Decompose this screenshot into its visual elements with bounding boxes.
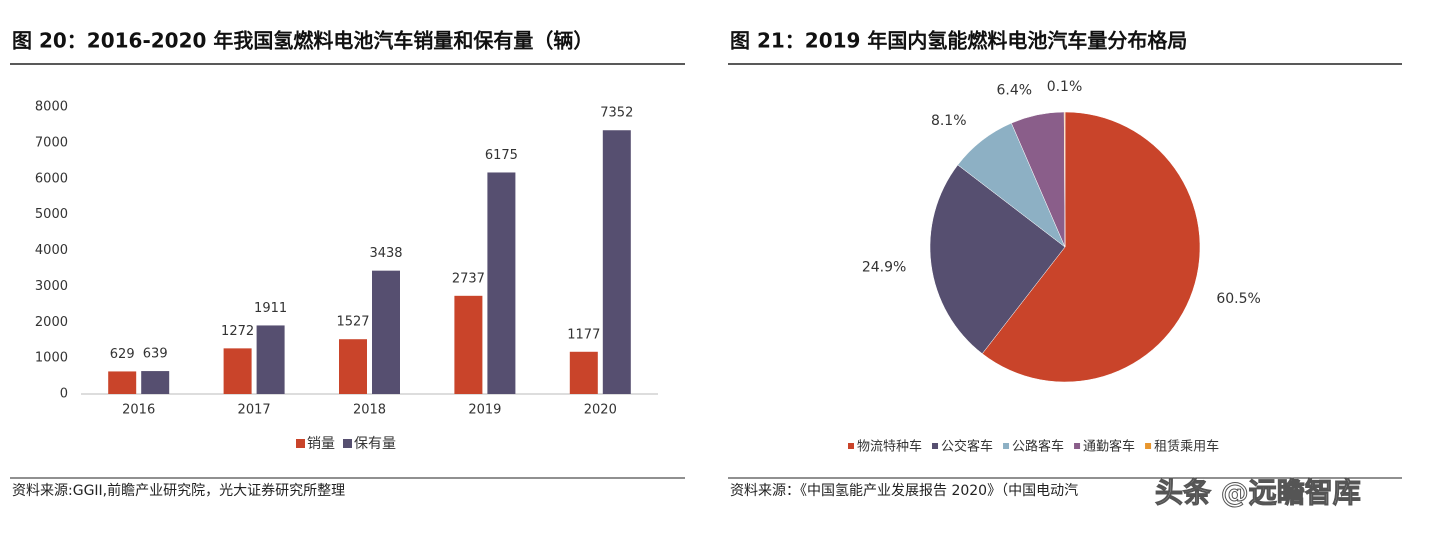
bar: [454, 295, 483, 394]
data-label: 639: [143, 347, 168, 362]
y-tick-label: 1000: [35, 351, 68, 366]
y-tick-label: 4000: [35, 243, 68, 258]
source: 资料来源：《中国氢能产业发展报告 2020》（中国电动汽: [730, 483, 1078, 499]
data-label: 3438: [369, 246, 402, 261]
y-tick-label: 7000: [35, 135, 68, 150]
bar: [372, 270, 400, 394]
data-label: 60.5%: [1216, 291, 1260, 307]
data-label: 24.9%: [862, 260, 906, 276]
data-label: 629: [110, 347, 135, 362]
legend-swatch: [1145, 443, 1152, 449]
data-label: 8.1%: [931, 113, 967, 129]
bar: [602, 130, 631, 394]
watermark: 头条 @远瞻智库: [1155, 476, 1361, 509]
bar: [141, 371, 170, 394]
data-label: 0.1%: [1047, 79, 1083, 95]
pie-slice: [1063, 111, 1066, 248]
legend-swatch: [932, 443, 939, 449]
x-tick-label: 2020: [584, 403, 617, 418]
data-label: 2737: [452, 271, 485, 286]
data-label: 1527: [336, 315, 369, 330]
data-label: 6175: [485, 148, 518, 163]
legend-swatch: [296, 439, 305, 448]
x-tick-label: 2016: [122, 403, 155, 418]
legend-label: 公交客车: [941, 439, 993, 455]
legend-label: 销量: [307, 436, 335, 452]
data-label: 1177: [567, 327, 600, 342]
x-tick-label: 2019: [468, 403, 501, 418]
bar: [339, 339, 367, 394]
bar: [487, 172, 516, 394]
y-tick-label: 6000: [35, 171, 68, 186]
bar: [223, 348, 252, 394]
legend-swatch: [848, 443, 854, 449]
data-label: 1272: [221, 324, 254, 339]
y-tick-label: 5000: [35, 207, 68, 222]
y-tick-label: 3000: [35, 279, 68, 294]
y-tick-label: 2000: [35, 315, 68, 330]
bar: [569, 351, 598, 394]
legend-label: 物流特种车: [857, 439, 922, 455]
y-tick-label: 8000: [35, 100, 68, 115]
legend-swatch: [343, 439, 352, 448]
chart-title: 图 20：2016-2020 年我国氢燃料电池汽车销量和保有量（辆）: [12, 29, 593, 53]
bar: [256, 325, 285, 394]
data-label: 1911: [254, 301, 287, 316]
pie-slice: [981, 111, 1201, 383]
pie-slice: [929, 164, 1066, 355]
x-tick-label: 2017: [238, 403, 271, 418]
legend-label: 公路客车: [1012, 439, 1064, 455]
y-tick-label: 0: [60, 387, 68, 402]
source: 资料来源:GGII,前瞻产业研究院，光大证券研究所整理: [12, 482, 345, 499]
data-label: 7352: [600, 106, 633, 121]
legend-label: 保有量: [354, 436, 396, 452]
legend-swatch: [1074, 443, 1081, 449]
legend-label: 租赁乘用车: [1154, 439, 1219, 455]
chart-title: 图 21：2019 年国内氢能燃料电池汽车量分布格局: [730, 29, 1187, 53]
bar: [108, 371, 137, 394]
legend-label: 通勤客车: [1083, 439, 1135, 455]
x-tick-label: 2018: [353, 403, 386, 418]
data-label: 6.4%: [996, 82, 1032, 98]
legend-swatch: [1003, 443, 1010, 449]
